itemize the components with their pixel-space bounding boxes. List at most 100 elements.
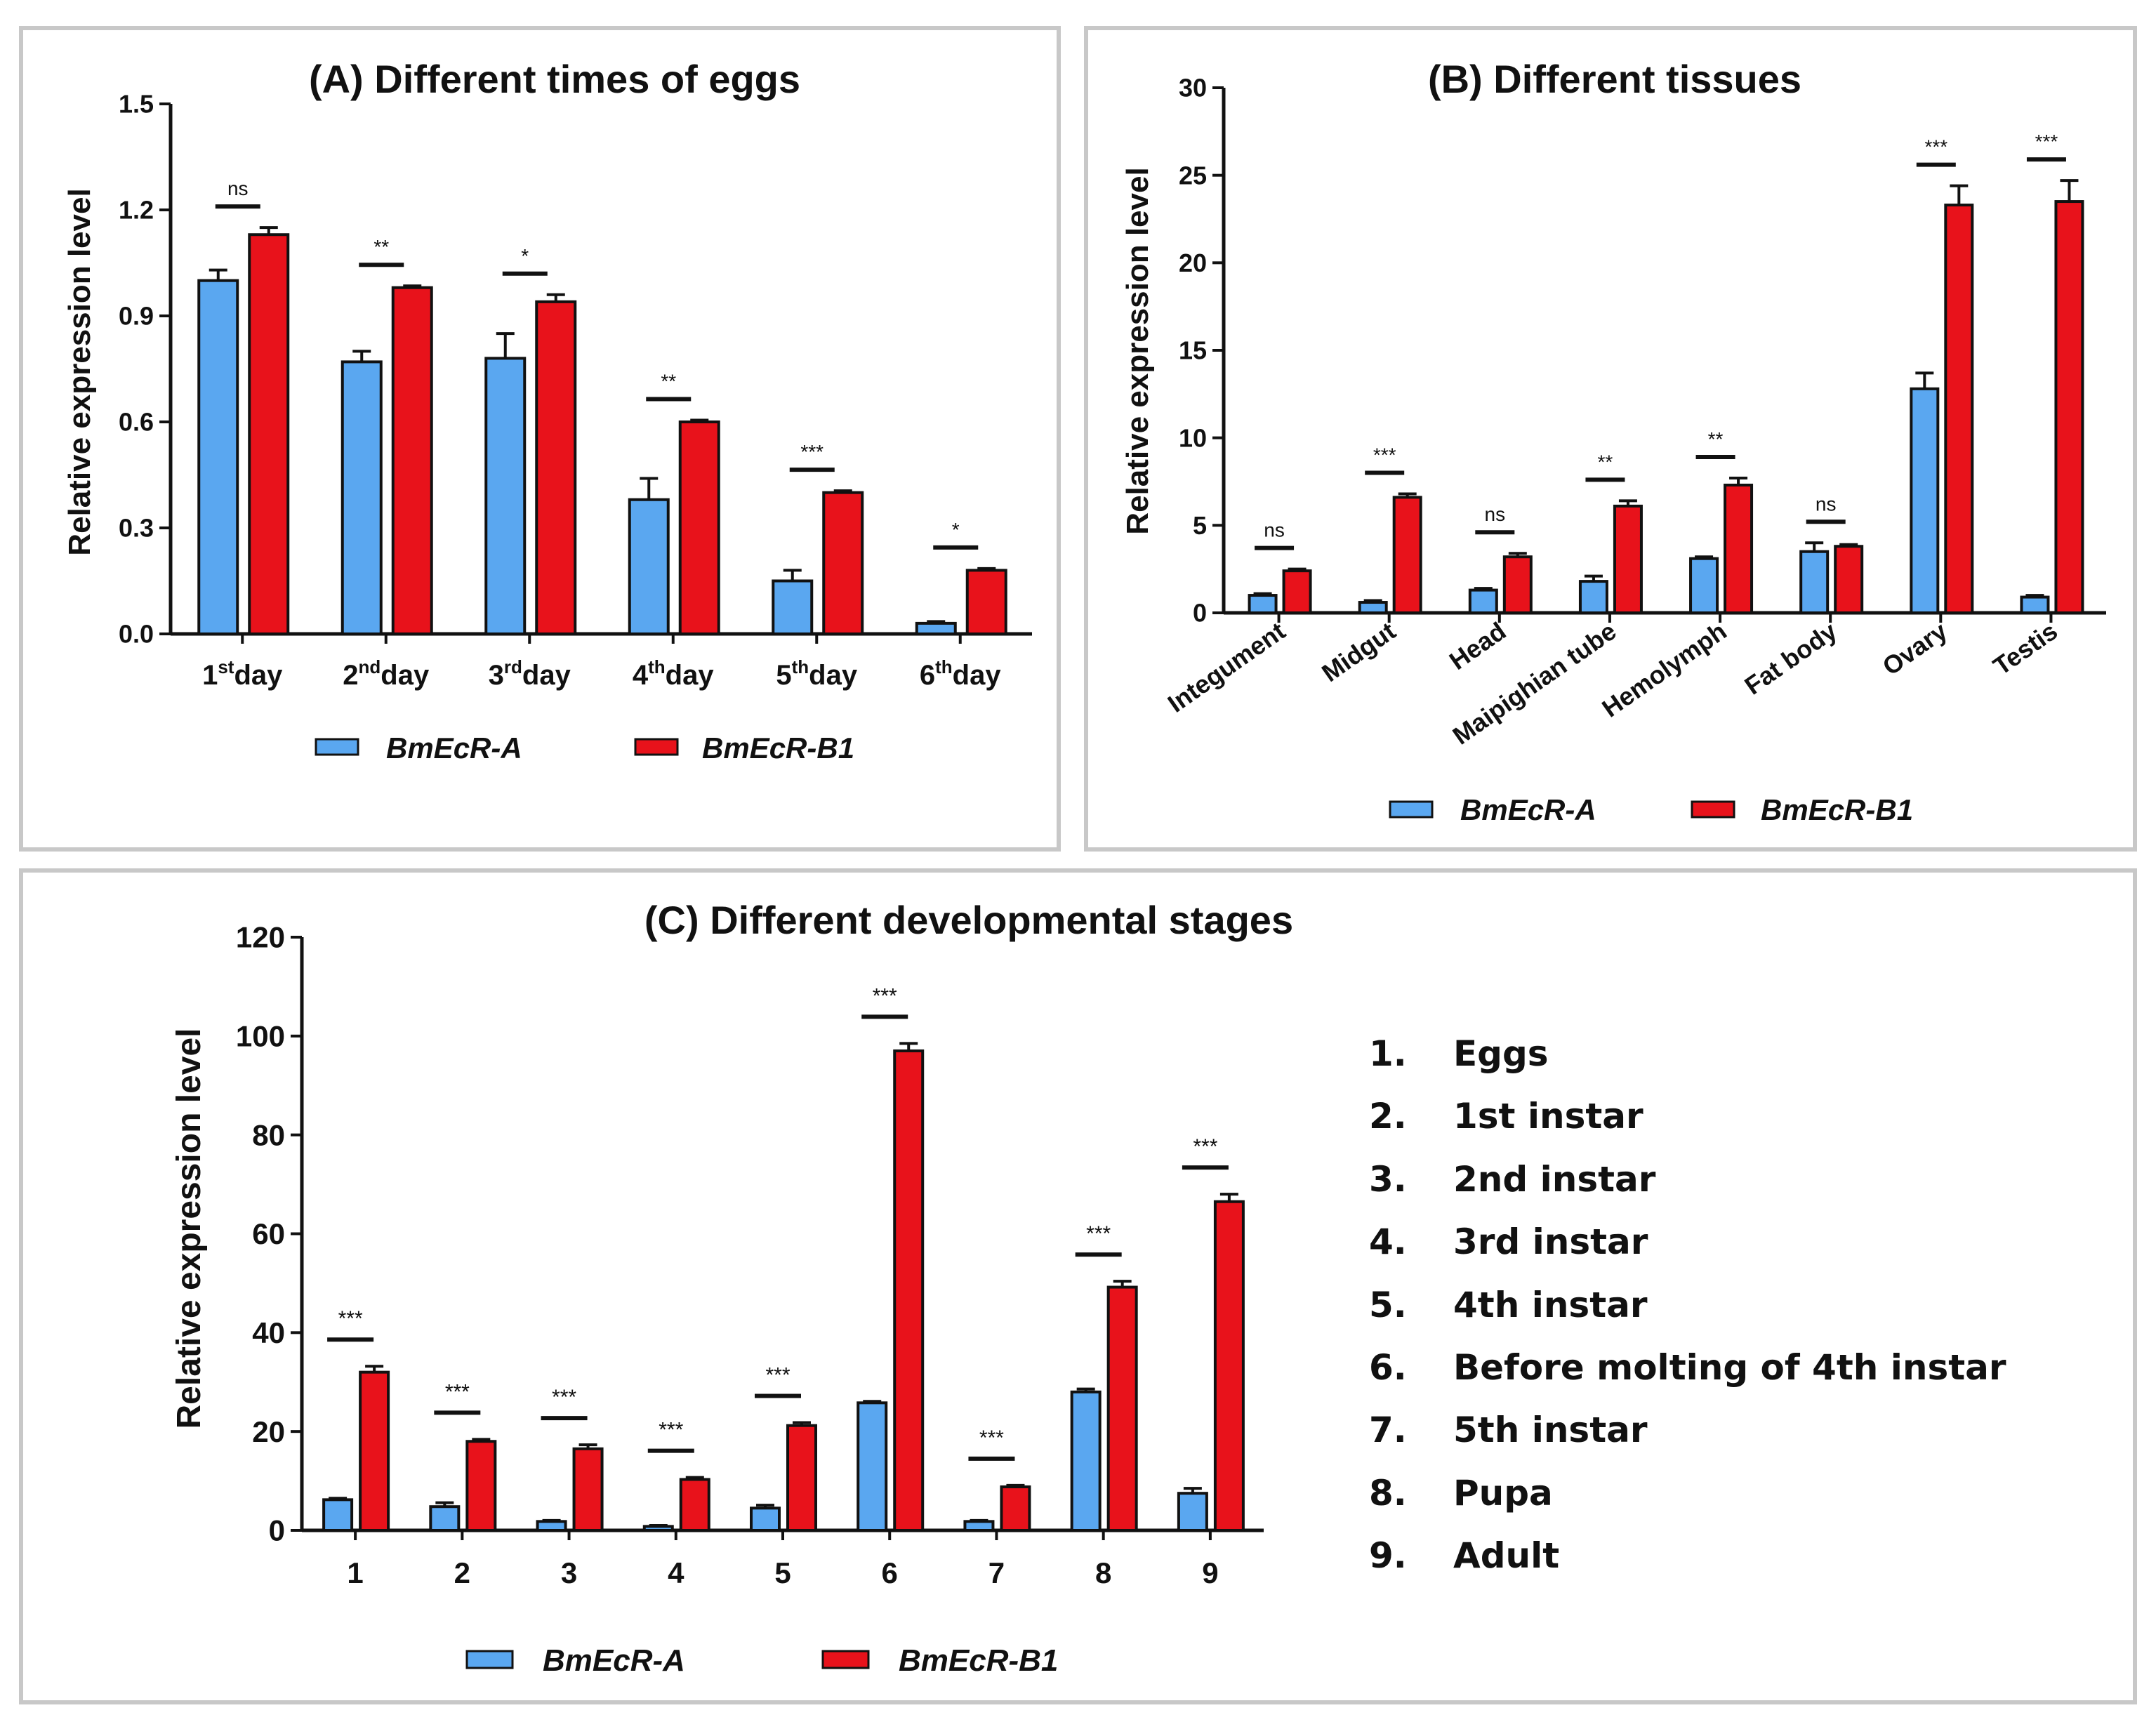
bar-bmecr-a	[1468, 588, 1498, 615]
stage-key-num: 9.	[1369, 1535, 1407, 1576]
y-tick-label: 1.5	[119, 90, 154, 119]
significance-label: ***	[800, 441, 824, 463]
legend-swatch-b1	[634, 738, 679, 756]
bar-bmecr-a	[197, 279, 239, 635]
significance-label: ***	[2035, 131, 2058, 152]
x-tick-label: 6thday	[920, 656, 1001, 691]
significance-label: **	[373, 236, 389, 258]
bar-bmecr-a	[857, 1401, 888, 1532]
panel-c-title: (C) Different developmental stages	[644, 898, 1293, 942]
x-tick-label: 1	[347, 1556, 363, 1589]
panel-b-frame	[1084, 26, 2137, 852]
bar-bmecr-b1	[965, 569, 1007, 636]
bar-bmecr-a	[772, 579, 814, 635]
legend-swatch-a	[315, 738, 359, 756]
bar-bmecr-b1	[1282, 569, 1312, 614]
y-tick-label: 120	[236, 921, 285, 954]
stage-key-label: Before molting of 4th instar	[1453, 1347, 2006, 1388]
panel-c-chart: 0 20 40 60 80 100 120 1 2 3 4 5 6 7 8 9 *** *** *** *** *** *…	[236, 921, 1264, 1589]
stage-key-num: 5.	[1369, 1285, 1407, 1325]
y-tick-label: 100	[236, 1020, 285, 1053]
significance-label: ***	[1924, 136, 1947, 158]
bar-bmecr-a	[322, 1498, 354, 1532]
stage-key-num: 1.	[1369, 1033, 1407, 1074]
legend-swatch-a	[1389, 800, 1434, 819]
panel-b-ylabel: Relative expression level	[1120, 167, 1155, 534]
bar-bmecr-b1	[1106, 1285, 1138, 1532]
bar-bmecr-b1	[2054, 200, 2084, 615]
legend-swatch-a	[465, 1650, 514, 1669]
significance-label: *	[521, 245, 529, 267]
bar-bmecr-b1	[359, 1370, 390, 1532]
bar-bmecr-a	[1689, 557, 1719, 614]
bar-bmecr-b1	[679, 1478, 710, 1532]
y-tick-label: 30	[1179, 74, 1207, 102]
x-tick-label: Testis	[1988, 616, 2063, 681]
significance-label: ***	[1373, 444, 1396, 465]
bar-bmecr-b1	[1724, 483, 1754, 615]
significance-label: ***	[338, 1307, 363, 1330]
significance-label: ***	[765, 1363, 790, 1386]
y-tick-label: 0.6	[119, 408, 154, 437]
stage-key-num: 6.	[1369, 1347, 1407, 1388]
bar-bmecr-b1	[1944, 204, 1974, 614]
x-tick-label: 3	[561, 1556, 577, 1589]
panel-a-frame	[19, 26, 1061, 852]
x-tick-label: Hemolymph	[1596, 616, 1731, 723]
y-tick-label: 0.0	[119, 620, 154, 649]
y-tick-label: 1.2	[119, 196, 154, 225]
y-tick-label: 80	[252, 1118, 285, 1151]
bar-bmecr-b1	[535, 300, 577, 635]
bar-bmecr-a	[1578, 580, 1608, 614]
bar-bmecr-a	[536, 1520, 567, 1532]
panel-b-legend: BmEcR-A BmEcR-B1	[1389, 793, 1913, 826]
y-tick-label: 20	[1179, 249, 1207, 277]
y-tick-label: 0.9	[119, 302, 154, 331]
x-tick-label: 1stday	[202, 656, 283, 691]
stage-key: 1. Eggs 2. 1st instar 3. 2nd instar 4. 3…	[1369, 1033, 2006, 1576]
bar-bmecr-b1	[248, 233, 290, 635]
bar-bmecr-a	[1910, 387, 1940, 614]
significance-label: ***	[873, 984, 897, 1007]
y-tick-label: 0	[269, 1514, 285, 1547]
y-tick-label: 10	[1179, 423, 1207, 452]
legend-swatch-b1	[1691, 800, 1735, 819]
significance-label: ns	[1264, 519, 1285, 541]
significance-label: *	[952, 519, 960, 541]
stage-key-label: 3rd instar	[1453, 1221, 1648, 1262]
bar-bmecr-a	[915, 621, 957, 636]
x-tick-label: 5thday	[776, 656, 857, 691]
legend-label-a: BmEcR-A	[543, 1643, 685, 1678]
stage-key-num: 2.	[1369, 1096, 1407, 1137]
significance-label: ***	[1086, 1222, 1111, 1245]
bar-bmecr-a	[750, 1506, 781, 1532]
stage-key-num: 7.	[1369, 1410, 1407, 1450]
x-tick-label: 3rdday	[489, 656, 571, 691]
bar-bmecr-a	[1248, 594, 1278, 614]
x-tick-label: Fat body	[1739, 616, 1841, 701]
bar-bmecr-b1	[1392, 496, 1422, 614]
x-tick-label: 2	[454, 1556, 470, 1589]
stage-key-label: Adult	[1453, 1535, 1559, 1576]
y-tick-label: 60	[252, 1217, 285, 1250]
panel-a-ylabel: Relative expression level	[62, 188, 97, 555]
bar-bmecr-a	[429, 1505, 461, 1532]
x-tick-label: 9	[1202, 1556, 1218, 1589]
significance-label: **	[661, 370, 676, 392]
legend-label-b1: BmEcR-B1	[899, 1643, 1058, 1678]
significance-label: ns	[1816, 493, 1837, 515]
bar-bmecr-b1	[465, 1440, 497, 1532]
significance-label: ns	[227, 178, 249, 199]
significance-label: **	[1708, 428, 1724, 450]
x-tick-label: Integument	[1163, 616, 1290, 718]
x-tick-label: Head	[1444, 616, 1512, 675]
bar-bmecr-a	[484, 357, 527, 635]
y-tick-label: 15	[1179, 336, 1207, 365]
bar-bmecr-b1	[572, 1447, 604, 1532]
legend-label-a: BmEcR-A	[1460, 793, 1596, 826]
stage-key-label: 2nd instar	[1453, 1159, 1656, 1200]
bar-bmecr-a	[1070, 1390, 1102, 1532]
x-tick-label: 4	[668, 1556, 685, 1589]
